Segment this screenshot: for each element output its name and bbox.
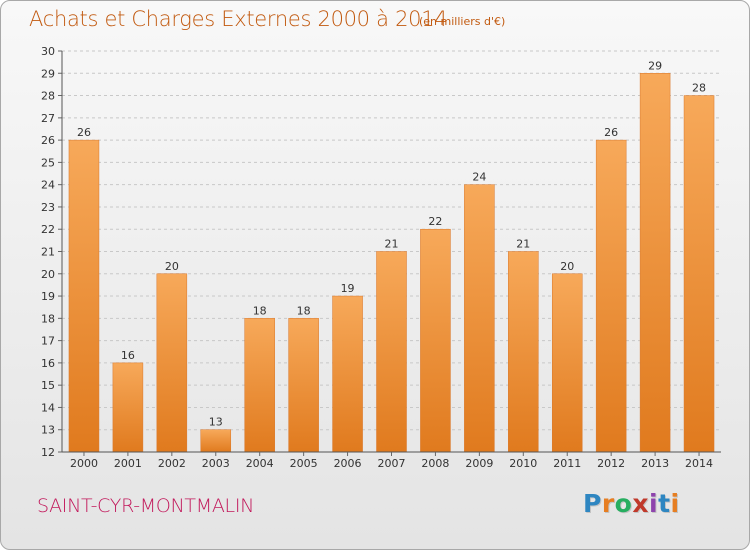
y-tick-label: 14 xyxy=(41,401,55,414)
data-label-2010: 21 xyxy=(516,238,530,251)
y-tick-label: 13 xyxy=(41,424,55,437)
x-tick-label-2011: 2011 xyxy=(553,457,581,470)
y-tick-label: 23 xyxy=(41,201,55,214)
y-tick-label: 27 xyxy=(41,112,55,125)
x-tick-label-2005: 2005 xyxy=(290,457,318,470)
bar-2003 xyxy=(200,429,232,453)
data-label-2011: 20 xyxy=(560,260,574,273)
logo-letter: t xyxy=(658,489,671,518)
bar-2006 xyxy=(332,295,363,453)
bar-2001 xyxy=(112,362,144,453)
x-tick-label-2009: 2009 xyxy=(465,457,493,470)
logo-letter: i xyxy=(649,489,659,518)
x-tick-label-2006: 2006 xyxy=(334,457,362,470)
y-tick-label: 16 xyxy=(41,357,55,370)
data-label-2000: 26 xyxy=(77,126,91,139)
y-tick-label: 17 xyxy=(41,335,55,348)
y-tick-label: 30 xyxy=(41,45,55,58)
x-tick-label-2008: 2008 xyxy=(421,457,449,470)
y-tick-label: 26 xyxy=(41,134,55,147)
y-tick-label: 24 xyxy=(41,179,55,192)
logo-letter: r xyxy=(601,489,615,518)
bar-2000 xyxy=(68,139,100,453)
data-label-2006: 19 xyxy=(341,282,355,295)
axes: 12 13 14 15 16 17 18 19 20 21 22 23 24 25 26 27 28 29 30 20… xyxy=(41,45,721,470)
bar-2011 xyxy=(551,273,583,453)
data-label-2013: 29 xyxy=(648,59,662,72)
y-tick-label: 28 xyxy=(41,90,55,103)
y-tick-label: 12 xyxy=(41,446,55,459)
x-tick-label-2000: 2000 xyxy=(70,457,98,470)
y-tick-label: 18 xyxy=(41,312,55,325)
bar-2010 xyxy=(508,251,539,453)
x-tick-label-2003: 2003 xyxy=(202,457,230,470)
y-tick-label: 25 xyxy=(41,156,55,169)
data-label-2009: 24 xyxy=(472,171,486,184)
data-label-2002: 20 xyxy=(165,260,179,273)
y-tick-label: 19 xyxy=(41,290,55,303)
x-tick-label-2012: 2012 xyxy=(597,457,625,470)
x-tick-label-2007: 2007 xyxy=(378,457,406,470)
data-label-2004: 18 xyxy=(253,304,267,317)
data-label-2005: 18 xyxy=(297,304,311,317)
x-tick-label-2014: 2014 xyxy=(685,457,713,470)
bars: 26 16 20 13 18 18 19 21 22 24 21 20 26 29 28 xyxy=(68,59,715,453)
y-tick-label: 20 xyxy=(41,268,55,281)
bar-2008 xyxy=(420,228,451,453)
proxiti-logo: Proxiti xyxy=(583,489,680,518)
bar-2009 xyxy=(464,184,495,453)
bar-2007 xyxy=(376,251,407,453)
x-tick-label-2001: 2001 xyxy=(114,457,142,470)
data-label-2014: 28 xyxy=(692,82,706,95)
bar-2014 xyxy=(683,95,715,453)
y-tick-label: 29 xyxy=(41,67,55,80)
x-tick-label-2004: 2004 xyxy=(246,457,274,470)
logo-letter: P xyxy=(583,489,602,518)
data-label-2012: 26 xyxy=(604,126,618,139)
y-tick-label: 22 xyxy=(41,223,55,236)
bar-2004 xyxy=(244,318,275,453)
x-tick-label-2010: 2010 xyxy=(509,457,537,470)
logo-letter: o xyxy=(614,489,633,518)
logo-letter: x xyxy=(632,489,649,518)
chart-title: Achats et Charges Externes 2000 à 2014 xyxy=(29,7,448,31)
logo-letter: i xyxy=(670,489,680,518)
data-label-2007: 21 xyxy=(385,238,399,251)
bar-2013 xyxy=(639,73,671,453)
commune-name: SAINT-CYR-MONTMALIN xyxy=(37,495,255,517)
y-tick-label: 15 xyxy=(41,379,55,392)
bar-2005 xyxy=(288,318,319,453)
data-label-2008: 22 xyxy=(428,215,442,228)
bar-2012 xyxy=(595,139,627,453)
x-tick-label-2013: 2013 xyxy=(641,457,669,470)
data-label-2001: 16 xyxy=(121,349,135,362)
data-label-2003: 13 xyxy=(209,416,223,429)
y-tick-label: 21 xyxy=(41,246,55,259)
x-tick-label-2002: 2002 xyxy=(158,457,186,470)
chart-unit-note: (en milliers d'€) xyxy=(419,15,506,28)
bar-2002 xyxy=(156,273,188,453)
